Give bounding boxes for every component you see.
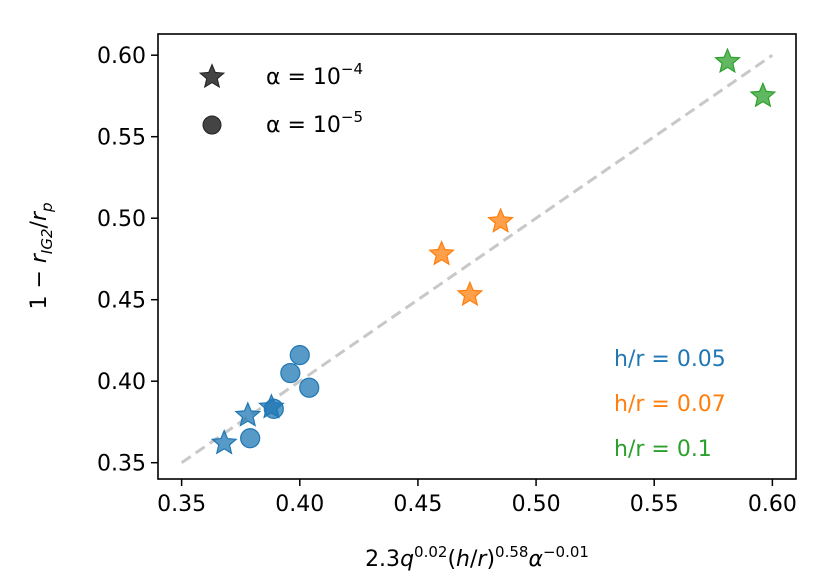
data-point-circle <box>263 398 284 420</box>
y-tick-label: 0.45 <box>97 289 146 314</box>
y-axis-label: 1 − rIG2/rp <box>27 202 56 309</box>
data-point-star <box>487 207 514 233</box>
reference-line-group <box>180 53 774 464</box>
data-point-circle <box>299 377 320 398</box>
legend-circle-marker <box>202 115 222 135</box>
x-tick-label: 0.35 <box>157 492 206 517</box>
annotation-hr-005: h/r = 0.05 <box>614 347 726 372</box>
data-point-circle <box>289 345 310 366</box>
reference-line <box>180 53 774 464</box>
legend-label-alpha-1e-4: α = 10−4 <box>266 60 363 90</box>
x-tick-label: 0.50 <box>512 492 561 517</box>
data-point-star <box>456 280 484 307</box>
y-tick-label: 0.40 <box>97 370 146 395</box>
annotation-hr-007: h/r = 0.07 <box>614 392 726 417</box>
legend-star-marker <box>198 63 226 89</box>
legend-label-alpha-1e-5: α = 10−5 <box>266 108 363 138</box>
axis-ticks-group: 0.35 0.40 0.45 0.50 0.55 0.60 0.35 0.40 0.45 0.50… <box>97 44 797 517</box>
x-axis-label: 2.3q0.02(h/r)0.58α−0.01 <box>365 543 589 572</box>
data-point-star <box>714 47 741 74</box>
x-tick-label: 0.45 <box>393 492 442 517</box>
data-point-star <box>749 81 777 108</box>
data-points-group <box>210 47 777 455</box>
x-tick-label: 0.55 <box>630 492 679 517</box>
y-tick-label: 0.55 <box>97 126 146 151</box>
x-tick-label: 0.40 <box>275 492 324 517</box>
y-tick-label: 0.50 <box>97 207 146 232</box>
annotation-hr-01: h/r = 0.1 <box>614 437 712 462</box>
data-point-circle <box>280 362 301 384</box>
data-point-circle <box>240 428 261 449</box>
data-point-star <box>428 240 455 266</box>
y-tick-label: 0.60 <box>97 44 146 69</box>
data-point-star <box>234 401 262 427</box>
legend: α = 10−4 α = 10−5 <box>198 60 363 138</box>
y-tick-label: 0.35 <box>97 452 146 477</box>
data-point-star <box>210 429 238 455</box>
x-tick-label: 0.60 <box>748 492 797 517</box>
